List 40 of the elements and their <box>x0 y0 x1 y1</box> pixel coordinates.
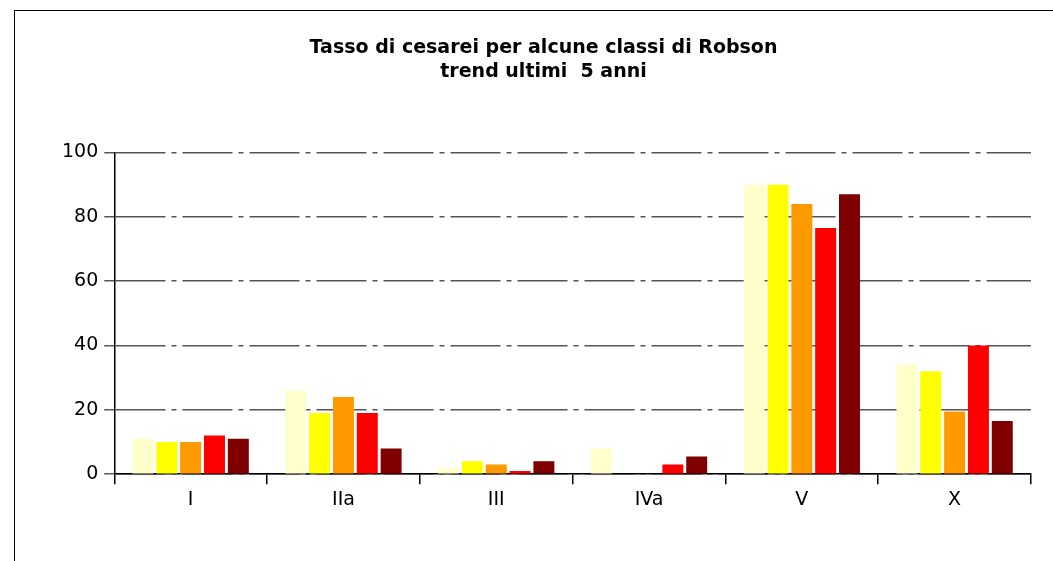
bar <box>967 345 989 474</box>
chart-title: Tasso di cesarei per alcune classi di Robson <box>309 34 778 57</box>
bar <box>590 448 612 474</box>
bar <box>991 421 1013 474</box>
x-tick-label: V <box>795 486 809 509</box>
bar <box>686 456 708 474</box>
x-tick-label: III <box>487 486 505 509</box>
bar <box>461 461 483 474</box>
y-tick-label: 40 <box>74 332 99 355</box>
x-tick-label: I <box>187 486 194 509</box>
bar <box>920 371 942 474</box>
y-tick-label: 0 <box>86 461 99 484</box>
bar <box>767 184 789 474</box>
y-tick-label: 100 <box>62 139 99 162</box>
x-tick-label: X <box>948 486 962 509</box>
bar <box>533 461 555 474</box>
bar <box>309 413 331 474</box>
bar <box>356 413 378 474</box>
bar <box>285 390 307 474</box>
bar <box>815 228 837 474</box>
bar <box>156 442 178 474</box>
y-tick-label: 60 <box>74 268 99 291</box>
bar <box>180 442 202 474</box>
bar <box>743 184 765 474</box>
bar <box>485 464 507 474</box>
bar <box>791 203 813 474</box>
bar <box>132 438 154 474</box>
bar <box>227 438 249 474</box>
y-tick-label: 20 <box>74 396 99 419</box>
bar <box>204 435 225 474</box>
x-tick-label: IIa <box>332 486 355 509</box>
bar <box>380 448 402 474</box>
bar <box>896 364 918 474</box>
x-tick-label: IVa <box>634 486 664 509</box>
y-tick-label: 80 <box>74 203 99 226</box>
chart-subtitle: trend ultimi 5 anni <box>440 58 647 81</box>
bar <box>839 194 860 474</box>
bar <box>332 396 354 474</box>
bar <box>662 464 684 474</box>
bar <box>944 411 966 474</box>
